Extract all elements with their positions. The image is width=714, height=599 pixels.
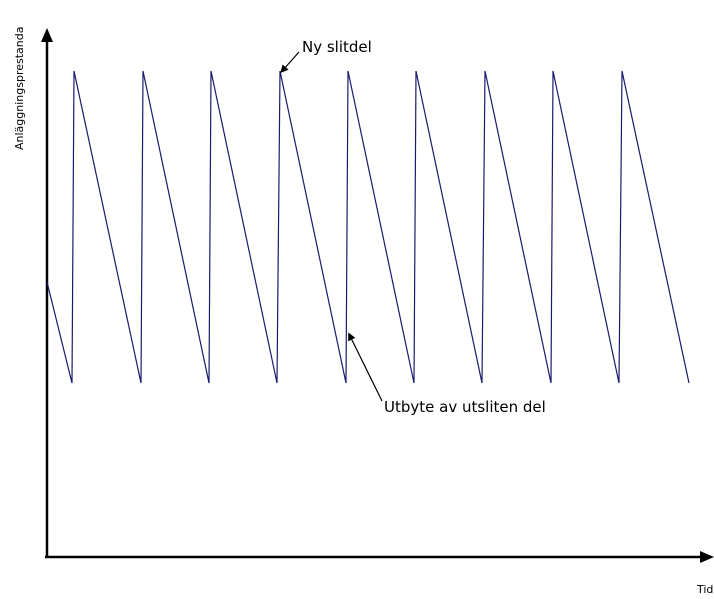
x-axis-label: Tid bbox=[696, 583, 713, 596]
performance-sawtooth-line bbox=[46, 70, 690, 384]
x-axis-arrowhead bbox=[700, 551, 714, 563]
replacement-annotation: Utbyte av utsliten del bbox=[384, 398, 546, 416]
new-part-annotation: Ny slitdel bbox=[302, 38, 372, 56]
y-axis-label: Anläggningsprestanda bbox=[13, 27, 26, 150]
replacement-arrow bbox=[348, 332, 383, 402]
y-axis-arrowhead bbox=[41, 28, 53, 42]
new-part-arrow bbox=[280, 51, 300, 73]
